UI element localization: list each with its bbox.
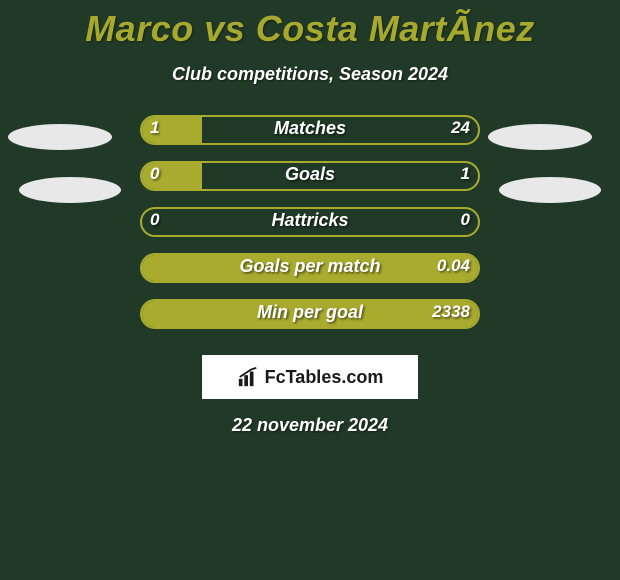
stat-label: Goals per match: [239, 256, 380, 277]
stat-label: Min per goal: [257, 302, 363, 323]
stat-row: 0 Hattricks 0: [0, 207, 620, 253]
chart-icon: [237, 366, 259, 388]
stat-label: Hattricks: [271, 210, 348, 231]
logo-text: FcTables.com: [265, 367, 384, 388]
date-text: 22 november 2024: [0, 415, 620, 436]
stat-value-left: 0: [150, 210, 159, 230]
stat-row: 0 Goals 1: [0, 161, 620, 207]
stat-row: 1 Matches 24: [0, 115, 620, 161]
stat-label: Matches: [274, 118, 346, 139]
logo-box: FcTables.com: [202, 355, 418, 399]
stat-row: Goals per match 0.04: [0, 253, 620, 299]
stat-row: Min per goal 2338: [0, 299, 620, 345]
stat-label: Goals: [285, 164, 335, 185]
stat-value-left: 0: [150, 164, 159, 184]
stat-value-right: 24: [451, 118, 470, 138]
page-title: Marco vs Costa MartÃ­nez: [0, 0, 620, 50]
stat-value-left: 1: [150, 118, 159, 138]
stat-value-right: 1: [461, 164, 470, 184]
stat-value-right: 0.04: [437, 256, 470, 276]
stats-rows: 1 Matches 24 0 Goals 1 0 Hattricks 0 Goa…: [0, 115, 620, 345]
stat-value-right: 2338: [432, 302, 470, 322]
stat-value-right: 0: [461, 210, 470, 230]
subtitle: Club competitions, Season 2024: [0, 64, 620, 85]
